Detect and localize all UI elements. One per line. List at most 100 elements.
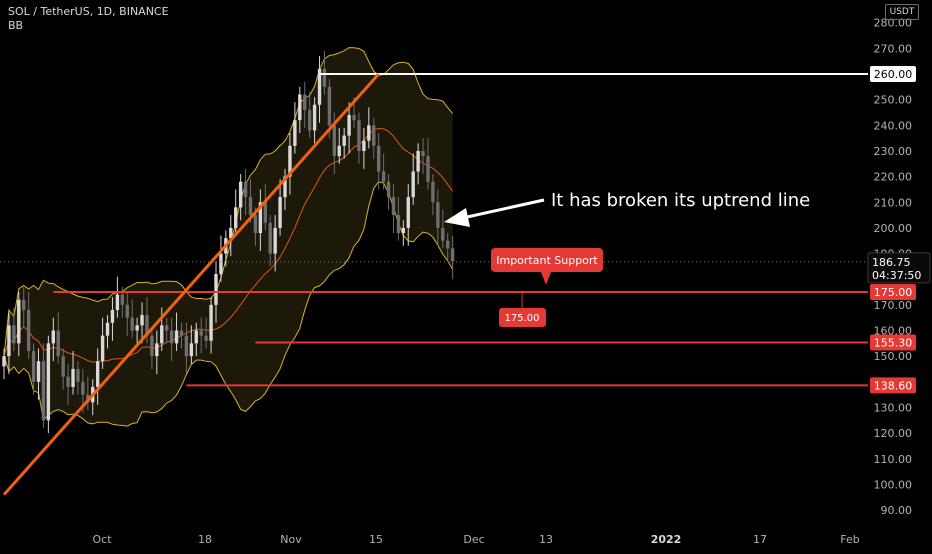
candle	[12, 307, 16, 352]
bollinger-lower-band	[3, 181, 454, 427]
candle	[204, 317, 208, 349]
candle-body	[234, 207, 238, 228]
support-price-label: 175.00	[505, 313, 540, 324]
candle	[411, 153, 415, 205]
candle-body	[145, 315, 149, 336]
candle-body	[71, 368, 75, 387]
candle	[164, 317, 169, 344]
candle	[312, 97, 317, 144]
candle	[406, 184, 410, 246]
candle	[421, 138, 425, 175]
candle-body	[381, 171, 386, 182]
candle-body	[312, 104, 317, 131]
candle-body	[436, 202, 440, 228]
candle-body	[421, 150, 425, 157]
time-tick-label: 15	[369, 533, 383, 546]
candle-body	[450, 248, 455, 262]
candle	[95, 348, 100, 405]
candle-body	[125, 304, 129, 318]
candle	[194, 322, 198, 357]
candle	[337, 127, 341, 164]
candle	[125, 292, 129, 336]
candle-body	[248, 197, 253, 216]
candle	[7, 312, 11, 375]
time-tick-label: 17	[753, 533, 767, 546]
candle	[174, 312, 179, 352]
candle-body	[303, 94, 307, 110]
candle	[283, 168, 287, 210]
support-price-box	[499, 308, 546, 327]
candle-body	[293, 120, 297, 146]
candle	[317, 56, 322, 123]
candle	[135, 317, 139, 344]
candle-body	[367, 125, 371, 141]
price-tick-label: 240.00	[874, 119, 913, 132]
candle-body	[110, 309, 115, 323]
time-tick-label: Oct	[92, 533, 112, 546]
price-level-tag-label: 175.00	[874, 286, 913, 299]
candle	[381, 153, 386, 190]
candle	[376, 132, 381, 190]
bollinger-fill	[4, 47, 453, 427]
candle-body	[51, 330, 55, 344]
candle-body	[268, 222, 272, 254]
candle	[278, 179, 282, 236]
candle	[209, 297, 213, 354]
candle-body	[357, 120, 361, 151]
indicator-label[interactable]: BB	[8, 19, 24, 32]
candle-body	[391, 197, 396, 216]
price-tick-label: 170.00	[874, 299, 913, 312]
candle-body	[41, 361, 46, 421]
time-tick-label: Dec	[463, 533, 484, 546]
candle-body	[36, 361, 41, 382]
candle	[416, 143, 420, 185]
candle	[179, 322, 184, 349]
callout-arrow-shaft	[457, 198, 545, 221]
price-level-tag	[870, 334, 916, 351]
candle	[362, 127, 366, 169]
price-level-tag-label: 260.00	[874, 68, 913, 81]
candle-body	[431, 181, 435, 203]
candle	[199, 317, 203, 354]
candle-body	[219, 253, 223, 275]
price-level-tag-label: 138.60	[874, 379, 913, 392]
candle	[41, 343, 46, 428]
candle-body	[7, 325, 11, 357]
currency-badge[interactable]: USDT	[885, 4, 919, 20]
candle-body	[288, 145, 292, 177]
support-callout-box	[491, 248, 603, 272]
candle	[2, 348, 6, 380]
candle-body	[238, 181, 243, 208]
candle-body	[376, 145, 381, 172]
candle-body	[184, 335, 189, 357]
candle	[263, 184, 267, 231]
candle	[36, 348, 41, 400]
candle-body	[22, 299, 26, 310]
countdown-timer: 04:37:50	[872, 269, 921, 282]
candle-body	[273, 227, 277, 254]
candle	[184, 322, 189, 375]
price-tick-label: 230.00	[874, 145, 913, 158]
candle	[169, 317, 174, 362]
candle-body	[115, 294, 120, 310]
candle	[160, 307, 164, 352]
price-tick-label: 250.00	[874, 94, 913, 107]
candle	[322, 50, 327, 95]
candle-body	[120, 294, 125, 305]
candle-body	[253, 215, 258, 234]
candle	[234, 189, 238, 236]
candle	[441, 209, 445, 249]
candle	[229, 215, 233, 257]
candle	[150, 327, 154, 369]
candle-body	[426, 156, 430, 182]
candle	[115, 276, 120, 318]
symbol-title[interactable]: SOL / TetherUS, 1D, BINANCE	[8, 5, 169, 18]
candle	[342, 127, 346, 159]
candle-body	[243, 181, 248, 198]
time-tick-label: 2022	[651, 533, 682, 546]
candle	[22, 286, 26, 328]
price-tick-label: 90.00	[881, 504, 913, 517]
candle	[357, 112, 361, 164]
